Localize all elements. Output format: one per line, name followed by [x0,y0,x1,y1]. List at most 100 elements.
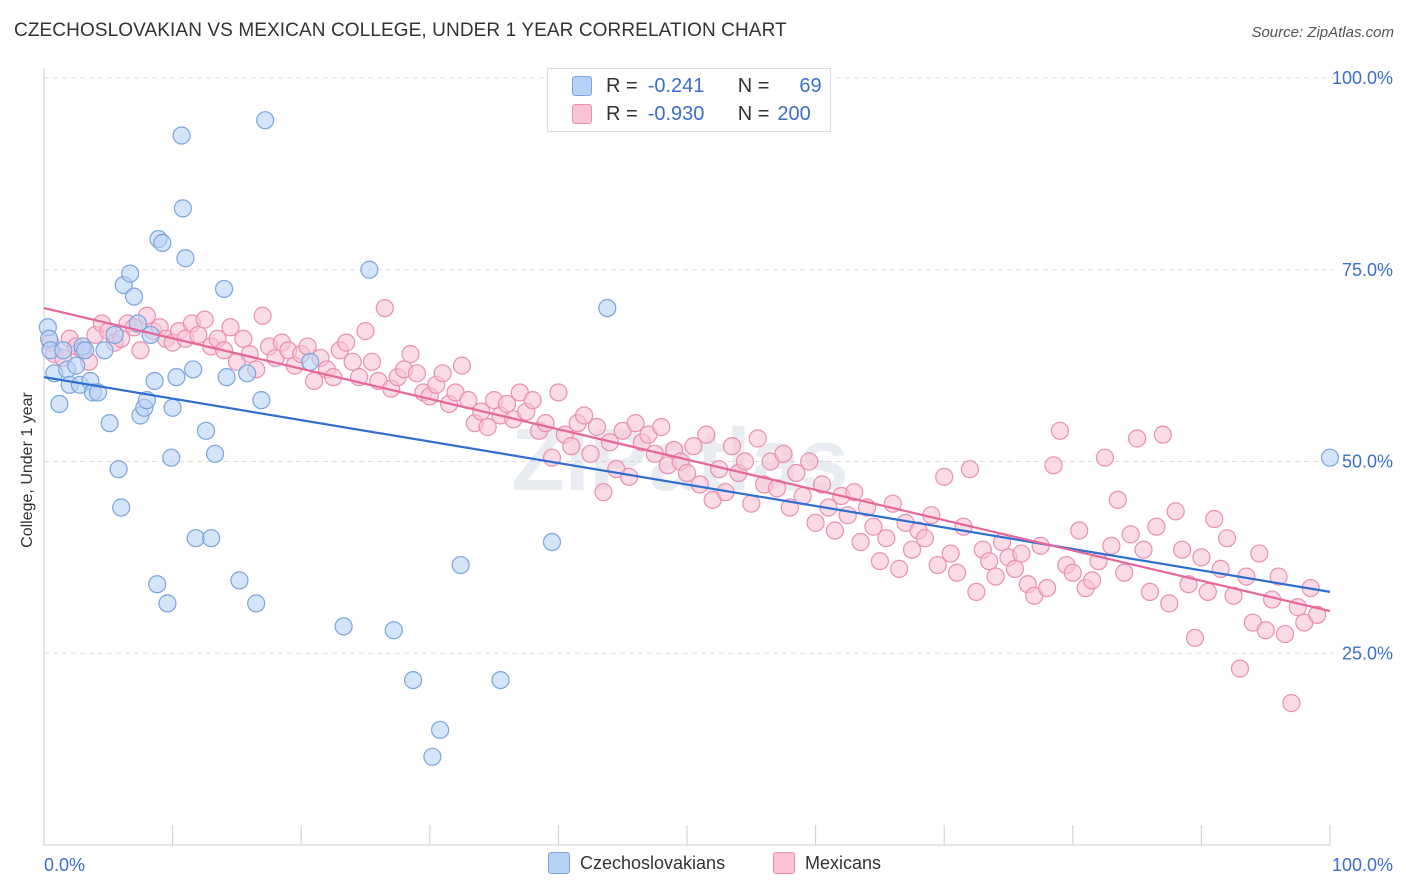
data-point [105,325,124,345]
y-tick-label: 25.0% [1342,643,1393,663]
data-point [1050,421,1070,440]
data-point [1147,517,1166,536]
data-point [1153,425,1172,444]
data-point [196,421,216,440]
data-point [256,111,275,130]
data-point [112,498,131,517]
data-point [935,467,954,486]
data-point [205,444,225,463]
data-point [1173,540,1192,559]
data-point [337,333,356,352]
data-point [722,437,742,456]
chart-title: CZECHOSLOVAKIAN VS MEXICAN COLLEGE, UNDE… [14,20,787,41]
data-point [217,368,236,387]
data-point [334,617,353,636]
czechoslovakians-legend-swatch [548,852,570,874]
data-point [575,406,594,425]
data-point [238,364,257,383]
data-point [986,567,1005,586]
data-point [594,483,613,502]
data-point [1282,694,1301,713]
legend-label: Mexicans [805,852,882,873]
data-point [1185,628,1205,648]
data-point [163,398,182,417]
data-point [497,394,517,414]
data-point [186,529,205,548]
n-value: 69 [799,74,822,97]
data-point [915,529,935,548]
data-point [128,314,147,333]
legend-item-mexicans: Mexicans [773,852,881,874]
data-point [167,368,186,387]
data-point [1044,456,1063,475]
data-point [1012,544,1031,563]
legend-label: Czechoslovakians [580,852,726,873]
data-point [677,463,697,483]
data-point [967,582,986,601]
data-point [941,544,960,563]
r-value: -0.930 [647,102,705,125]
data-point [562,437,581,456]
data-point [787,463,806,483]
data-point [1269,567,1288,586]
data-point [877,529,896,548]
n-value: 200 [777,102,811,125]
data-point [1198,582,1217,601]
data-point [1063,563,1082,582]
x-tick-label: 100.0% [1332,855,1393,875]
data-point [587,417,607,437]
data-point [748,429,767,448]
x-tick-label: 0.0% [44,855,85,875]
data-point [430,720,450,740]
n-label: N = [737,102,770,125]
data-point [95,341,114,360]
data-point [1115,563,1134,582]
data-point [1218,529,1237,548]
data-point [145,371,164,391]
data-point [1166,502,1185,521]
data-point [947,563,967,582]
data-point [870,552,890,571]
data-point [1275,624,1295,644]
data-point [100,414,119,433]
data-point [221,318,240,337]
data-point [343,352,362,371]
data-point [742,494,761,513]
data-point [1127,429,1147,448]
data-point [360,260,379,279]
data-point [845,483,864,502]
data-point [928,555,947,575]
data-point [825,521,844,540]
n-label: N = [737,74,770,97]
data-point [806,513,825,532]
data-point [598,299,617,318]
data-point [851,532,870,552]
data-point [1256,621,1275,640]
axes [43,68,1331,846]
data-point [195,310,214,329]
r-label: R = [606,74,638,97]
data-point [252,391,271,410]
data-point [1134,540,1153,559]
data-point [1160,594,1179,613]
data-point [690,475,709,494]
data-point [148,575,167,594]
gridlines [44,77,1334,654]
data-point [451,555,470,575]
data-point [536,414,555,433]
data-point [1070,521,1089,540]
data-point [864,517,883,536]
source-label: Source: ZipAtlas.com [1251,24,1394,41]
data-point [158,594,177,613]
trend-lines [43,307,1331,613]
data-point [423,747,442,766]
data-point [173,199,192,218]
data-point [1192,548,1211,567]
data-point [1308,605,1327,625]
data-point [549,383,568,402]
stats-row-mexicans: R = -0.930 N = 200 [572,100,811,128]
mexicans-legend-swatch [773,852,795,874]
data-point [234,329,253,348]
r-label: R = [606,102,638,125]
